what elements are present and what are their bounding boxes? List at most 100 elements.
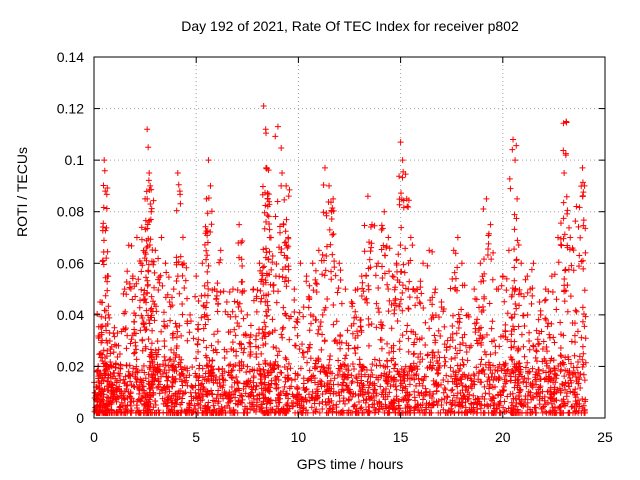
density-marker <box>325 387 332 394</box>
density-marker <box>146 317 153 324</box>
density-marker <box>358 327 365 334</box>
density-marker <box>426 400 433 407</box>
data-point <box>567 234 574 241</box>
density-marker <box>571 332 578 339</box>
density-marker <box>144 407 151 414</box>
density-marker <box>401 269 408 276</box>
density-marker <box>349 330 356 337</box>
density-marker <box>320 364 327 371</box>
density-marker <box>477 361 484 368</box>
density-marker <box>212 346 219 353</box>
density-marker <box>392 361 399 368</box>
density-marker <box>204 279 211 286</box>
density-marker <box>404 322 411 329</box>
density-marker <box>123 345 130 352</box>
density-marker <box>579 363 586 370</box>
density-marker <box>498 282 505 289</box>
density-marker <box>419 396 426 403</box>
density-marker <box>557 368 564 375</box>
density-marker <box>412 302 419 309</box>
density-marker <box>348 380 355 387</box>
density-marker <box>273 260 280 267</box>
density-marker <box>573 378 580 385</box>
density-marker <box>452 375 459 382</box>
density-marker <box>282 354 289 361</box>
density-marker <box>250 395 257 402</box>
density-marker <box>344 363 351 369</box>
density-marker <box>335 371 342 378</box>
density-marker <box>350 366 357 373</box>
density-marker <box>447 334 454 341</box>
density-marker <box>203 256 210 263</box>
density-marker <box>264 312 271 319</box>
density-marker <box>323 253 330 260</box>
density-marker <box>495 377 502 384</box>
density-marker <box>452 284 459 291</box>
data-point <box>548 273 555 280</box>
density-marker <box>315 326 322 333</box>
density-marker <box>146 406 153 413</box>
density-marker <box>229 367 236 374</box>
density-marker <box>319 391 326 398</box>
density-marker <box>396 201 403 208</box>
density-marker <box>391 310 398 317</box>
density-marker <box>414 294 421 301</box>
density-marker <box>311 379 318 386</box>
density-marker <box>449 312 456 319</box>
density-marker <box>161 353 168 360</box>
density-marker <box>418 389 425 396</box>
density-marker <box>123 291 130 298</box>
density-marker <box>526 346 533 353</box>
density-marker <box>322 369 329 376</box>
density-marker <box>297 365 304 372</box>
y-tick-label: 0.02 <box>57 358 84 374</box>
density-marker <box>565 353 572 360</box>
density-marker <box>255 344 262 351</box>
density-marker <box>324 295 331 302</box>
density-marker <box>352 308 359 315</box>
density-marker <box>317 318 324 325</box>
density-marker <box>581 323 588 330</box>
density-marker <box>144 392 151 399</box>
density-marker <box>435 327 442 334</box>
density-marker <box>171 375 178 382</box>
density-marker <box>520 293 527 300</box>
data-point <box>138 260 145 267</box>
density-marker <box>511 338 518 345</box>
density-marker <box>254 287 261 294</box>
density-marker <box>498 367 505 374</box>
density-marker <box>501 376 508 383</box>
density-marker <box>515 380 522 387</box>
density-marker <box>271 327 278 334</box>
density-marker <box>178 332 185 339</box>
density-marker <box>572 386 579 393</box>
density-marker <box>337 277 344 284</box>
density-marker <box>133 356 140 363</box>
density-marker <box>207 229 214 236</box>
density-marker <box>485 374 492 381</box>
density-marker <box>133 366 140 373</box>
density-marker <box>227 328 234 335</box>
density-marker <box>394 318 401 325</box>
density-marker <box>515 366 522 373</box>
density-marker <box>449 400 456 407</box>
data-point <box>260 102 267 109</box>
density-marker <box>177 253 184 260</box>
data-point <box>229 286 236 293</box>
density-marker <box>145 177 152 184</box>
density-marker <box>582 249 589 256</box>
density-marker <box>508 344 515 351</box>
density-marker <box>253 308 260 315</box>
density-marker <box>526 337 533 344</box>
density-marker <box>148 371 155 378</box>
density-marker <box>500 361 507 368</box>
density-marker <box>211 398 218 405</box>
density-marker <box>335 285 342 292</box>
density-marker <box>569 371 576 378</box>
density-marker <box>235 398 242 405</box>
density-marker <box>217 383 224 390</box>
density-marker <box>164 402 171 409</box>
density-marker <box>323 409 330 416</box>
density-marker <box>214 308 221 315</box>
density-marker <box>346 389 353 396</box>
